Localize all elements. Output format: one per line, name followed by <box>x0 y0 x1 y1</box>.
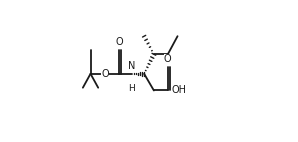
Text: OH: OH <box>171 85 186 95</box>
Text: O: O <box>115 37 123 47</box>
Text: H: H <box>128 83 135 93</box>
Text: N: N <box>128 61 135 71</box>
Text: O: O <box>101 69 109 79</box>
Text: O: O <box>164 54 172 64</box>
